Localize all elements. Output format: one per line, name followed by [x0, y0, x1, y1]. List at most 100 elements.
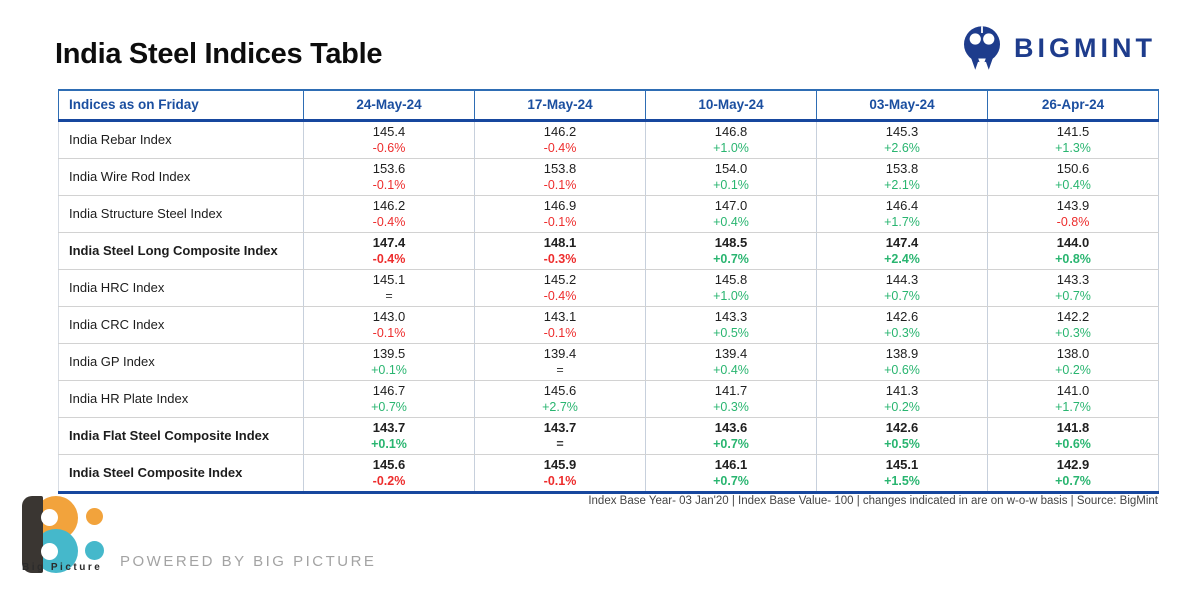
data-cell: 143.0 -0.1%	[303, 306, 475, 344]
index-value: 145.9	[543, 456, 577, 472]
header-date: 10-May-24	[645, 89, 817, 122]
wow-change: -0.2%	[372, 473, 406, 488]
index-value: 146.7	[372, 382, 406, 398]
big-picture-white-dot-bottom	[41, 543, 58, 560]
header-date: 24-May-24	[303, 89, 475, 122]
powered-by-text: POWERED BY BIG PICTURE	[120, 553, 377, 570]
table-row: India CRC Index 143.0 -0.1% 143.1 -0.1% 143.3…	[58, 306, 1159, 344]
row-label: India Wire Rod Index	[58, 158, 304, 196]
wow-change: +0.4%	[1055, 177, 1091, 192]
data-cell: 139.4 +0.4%	[645, 343, 817, 381]
index-value: 146.8	[714, 123, 748, 139]
wow-change: +0.8%	[1055, 251, 1091, 266]
wow-change: +0.6%	[884, 362, 920, 377]
index-value: 139.4	[714, 345, 748, 361]
wow-change: +2.1%	[884, 177, 920, 192]
wow-change: +0.4%	[713, 214, 749, 229]
table-row: India Steel Composite Index 145.6 -0.2% 145…	[58, 454, 1159, 494]
row-label: India Flat Steel Composite Index	[58, 417, 304, 455]
data-cell: 146.9 -0.1%	[474, 195, 646, 233]
wow-change: +1.3%	[1055, 140, 1091, 155]
table-row: India Rebar Index 145.4 -0.6% 146.2 -0.4% 146…	[58, 120, 1159, 159]
index-value: 141.0	[1056, 382, 1090, 398]
table-row: India HR Plate Index 146.7 +0.7% 145.6 +2.7%…	[58, 380, 1159, 418]
data-cell: 143.6 +0.7%	[645, 417, 817, 455]
wow-change: +0.1%	[713, 177, 749, 192]
header-date: 17-May-24	[474, 89, 646, 122]
data-cell: 145.2 -0.4%	[474, 269, 646, 307]
data-cell: 141.7 +0.3%	[645, 380, 817, 418]
bigmint-wordmark: BIGMINT	[1014, 32, 1156, 63]
row-label: India Steel Composite Index	[58, 454, 304, 494]
index-value: 143.3	[1056, 271, 1090, 287]
index-value: 147.0	[714, 197, 748, 213]
table-header: Indices as on Friday 24-May-24 17-May-24 10…	[58, 89, 1159, 122]
wow-change: =	[385, 288, 393, 303]
wow-change: +0.1%	[371, 436, 407, 451]
row-label: India GP Index	[58, 343, 304, 381]
data-cell: 145.4 -0.6%	[303, 120, 475, 159]
index-value: 138.9	[885, 345, 919, 361]
index-value: 148.5	[714, 234, 748, 250]
wow-change: +0.7%	[884, 288, 920, 303]
page-title: India Steel Indices Table	[55, 38, 383, 70]
index-value: 145.4	[372, 123, 406, 139]
data-cell: 147.4 +2.4%	[816, 232, 988, 270]
data-cell: 146.7 +0.7%	[303, 380, 475, 418]
index-value: 143.6	[714, 419, 748, 435]
wow-change: +0.4%	[713, 362, 749, 377]
wow-change: -0.4%	[543, 288, 577, 303]
wow-change: +0.5%	[713, 325, 749, 340]
data-cell: 142.6 +0.5%	[816, 417, 988, 455]
data-cell: 139.5 +0.1%	[303, 343, 475, 381]
wow-change: -0.1%	[543, 214, 577, 229]
header-row: Indices as on Friday 24-May-24 17-May-24 10…	[58, 89, 1159, 122]
index-value: 143.7	[543, 419, 577, 435]
data-cell: 153.6 -0.1%	[303, 158, 475, 196]
row-label: India HR Plate Index	[58, 380, 304, 418]
row-label: India HRC Index	[58, 269, 304, 307]
wow-change: +2.7%	[542, 399, 578, 414]
index-value: 153.8	[543, 160, 577, 176]
index-value: 143.7	[372, 419, 406, 435]
index-value: 139.4	[543, 345, 577, 361]
index-value: 143.0	[372, 308, 406, 324]
wow-change: +0.5%	[884, 436, 920, 451]
row-label: India Steel Long Composite Index	[58, 232, 304, 270]
wow-change: +0.2%	[884, 399, 920, 414]
data-cell: 145.1 +1.5%	[816, 454, 988, 494]
index-value: 154.0	[714, 160, 748, 176]
data-cell: 145.6 -0.2%	[303, 454, 475, 494]
index-value: 145.1	[885, 456, 919, 472]
data-cell: 143.1 -0.1%	[474, 306, 646, 344]
indices-table: Indices as on Friday 24-May-24 17-May-24 10…	[58, 89, 1159, 494]
big-picture-bar-shape	[22, 496, 43, 573]
wow-change: +0.3%	[713, 399, 749, 414]
data-cell: 138.0 +0.2%	[987, 343, 1159, 381]
data-cell: 153.8 -0.1%	[474, 158, 646, 196]
wow-change: -0.6%	[372, 140, 406, 155]
data-cell: 144.3 +0.7%	[816, 269, 988, 307]
data-cell: 143.7 =	[474, 417, 646, 455]
data-cell: 143.9 -0.8%	[987, 195, 1159, 233]
data-cell: 145.6 +2.7%	[474, 380, 646, 418]
data-cell: 138.9 +0.6%	[816, 343, 988, 381]
index-value: 146.2	[543, 123, 577, 139]
data-cell: 154.0 +0.1%	[645, 158, 817, 196]
data-cell: 145.3 +2.6%	[816, 120, 988, 159]
row-label: India CRC Index	[58, 306, 304, 344]
index-value: 142.6	[885, 419, 919, 435]
data-cell: 143.3 +0.5%	[645, 306, 817, 344]
index-value: 145.8	[714, 271, 748, 287]
row-label: India Structure Steel Index	[58, 195, 304, 233]
footnote: Index Base Year- 03 Jan'20 | Index Base …	[588, 495, 1158, 507]
wow-change: -0.1%	[543, 325, 577, 340]
table-row: India Wire Rod Index 153.6 -0.1% 153.8 -0.1%…	[58, 158, 1159, 196]
wow-change: +0.7%	[713, 473, 749, 488]
index-value: 143.1	[543, 308, 577, 324]
data-cell: 146.8 +1.0%	[645, 120, 817, 159]
table-row: India Structure Steel Index 146.2 -0.4% 146…	[58, 195, 1159, 233]
index-value: 145.6	[372, 456, 406, 472]
data-cell: 148.1 -0.3%	[474, 232, 646, 270]
